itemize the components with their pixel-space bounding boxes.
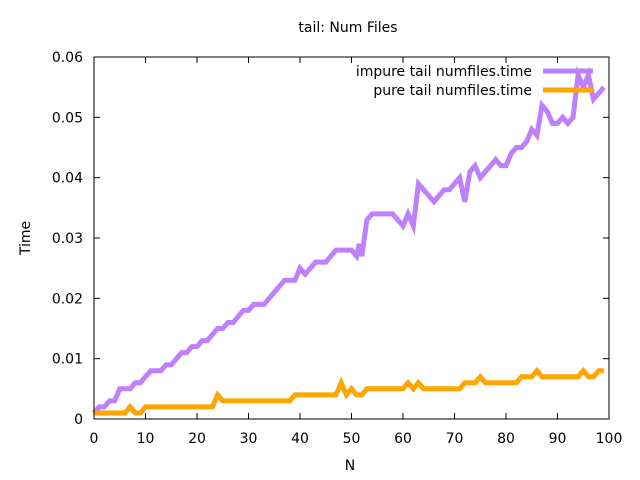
y-tick-label: 0.06 <box>52 50 83 66</box>
x-tick-label: 20 <box>188 431 206 447</box>
legend: impure tail numfiles.time pure tail numfi… <box>356 64 593 99</box>
x-tick-label: 10 <box>137 431 155 447</box>
x-axis: 0 10 20 30 40 50 60 70 80 90 100 <box>90 57 623 447</box>
y-axis-label: Time <box>18 221 34 256</box>
plot-series <box>92 65 606 416</box>
y-tick-label: 0.05 <box>52 110 83 126</box>
x-tick-label: 80 <box>497 431 515 447</box>
chart-title: tail: Num Files <box>298 20 397 36</box>
x-tick-label: 100 <box>596 431 623 447</box>
x-tick-label: 50 <box>343 431 361 447</box>
x-tick-label: 70 <box>446 431 464 447</box>
x-tick-label: 30 <box>240 431 258 447</box>
y-tick-label: 0.04 <box>52 171 83 187</box>
x-tick-label: 60 <box>394 431 412 447</box>
series-line-1 <box>92 65 606 415</box>
legend-label: impure tail numfiles.time <box>356 64 532 80</box>
y-tick-label: 0.02 <box>52 291 83 307</box>
x-tick-label: 90 <box>549 431 567 447</box>
y-axis: 0 0.01 0.02 0.03 0.04 0.05 0.06 <box>52 50 609 428</box>
y-tick-label: 0 <box>74 412 83 428</box>
x-axis-label: N <box>345 458 355 474</box>
x-tick-label: 40 <box>291 431 309 447</box>
y-tick-label: 0.01 <box>52 352 83 368</box>
y-tick-label: 0.03 <box>52 231 83 247</box>
legend-label: pure tail numfiles.time <box>373 83 532 99</box>
series-line-2 <box>94 366 604 416</box>
x-tick-label: 0 <box>90 431 99 447</box>
